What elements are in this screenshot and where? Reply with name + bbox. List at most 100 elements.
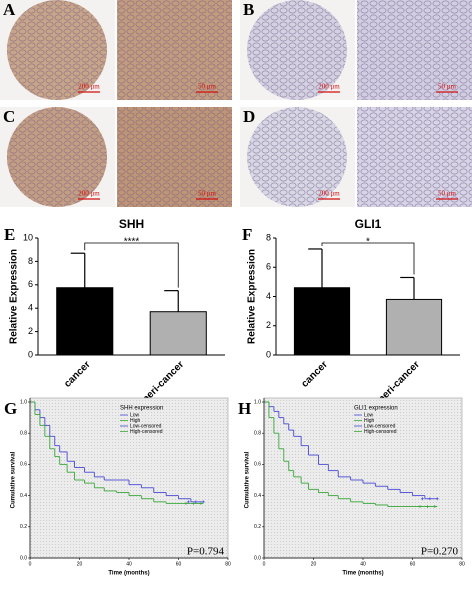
panel-label: C [3,107,15,126]
x-tick-label: 60 [410,561,416,567]
y-tick-label: 0.0 [20,555,27,561]
legend-label: High-censored [130,429,163,435]
tma-texture [7,107,107,207]
legend-title: GLI1 expression [354,406,398,412]
y-tick-label: 8 [28,256,33,266]
censor-mark [184,501,188,505]
significance-bracket [84,242,179,288]
chart-title: SHH [119,217,144,231]
y-tick-label: 0 [28,349,33,359]
tma-texture [7,0,107,100]
y-tick-label: 8 [266,232,271,242]
y-tick-label: 0.4 [20,493,27,499]
y-axis-label: Cumulative survival [11,451,17,508]
p-value: P=0.794 [187,546,225,558]
x-tick-label: cancer [299,359,330,390]
scale-bar-label: 200 μm [78,190,100,198]
chart-title: GLI1 [355,217,382,231]
censor-mark [428,497,432,501]
censor-mark [194,500,198,504]
x-tick-label: 80 [225,561,231,567]
y-axis-label: Cumulative survival [245,451,251,508]
panel-label: B [243,0,254,19]
y-tick-label: 10 [23,232,33,242]
zoom-texture [117,0,232,100]
censor-mark [199,501,203,505]
y-tick-label: 6 [266,262,271,272]
legend-label: Low [364,412,374,418]
significance-label: **** [124,237,140,248]
bar [385,298,443,356]
scale-bar-label: 50 μm [198,83,217,91]
censor-mark [186,500,190,504]
y-tick-label: 2 [28,326,33,336]
zoom-texture [357,107,472,207]
censor-mark [191,501,195,505]
y-tick-label: 0.6 [20,462,27,468]
censor-mark [201,500,205,504]
scale-bar-label: 50 μm [198,190,217,198]
x-tick-label: 40 [126,561,132,567]
panel-label: F [242,225,252,244]
scale-bar-label: 50 μm [438,190,457,198]
legend-label: High-censored [364,429,397,435]
significance-label: * [366,237,370,248]
panel-label: E [4,225,15,244]
y-tick-label: 2 [266,320,271,330]
x-tick-label: 20 [77,561,83,567]
y-axis-label: Relative Expression [247,249,258,344]
y-tick-label: 6 [28,279,33,289]
x-tick-label: 40 [360,561,366,567]
legend-label: Low-censored [130,423,162,429]
x-tick-label: 0 [263,561,266,567]
censor-mark [420,497,424,501]
scale-bar-label: 200 μm [318,83,340,91]
censor-mark [418,505,422,509]
x-axis-label: Time (months) [342,571,383,577]
legend-label: High [130,418,141,424]
plot-background [29,397,229,559]
y-tick-label: 1.0 [20,399,27,405]
bar [293,287,351,356]
zoom-texture [117,107,232,207]
y-tick-label: 4 [266,291,271,301]
x-tick-label: 60 [176,561,182,567]
plot-background [263,397,463,559]
y-axis-label: Relative Expression [9,249,20,344]
panel-label: H [238,399,251,418]
censor-mark [435,497,439,501]
panel-label: G [4,399,17,418]
bar [56,287,114,356]
tma-texture [247,0,347,100]
legend-title: SHH expression [120,406,163,412]
x-tick-label: 0 [29,561,32,567]
panel-label: D [243,107,255,126]
x-tick-label: cancer [62,359,93,390]
scale-bar-label: 50 μm [438,83,457,91]
y-tick-label: 0.0 [254,555,261,561]
legend-label: Low [130,412,140,418]
scale-bar-label: 200 μm [78,83,100,91]
x-axis-label: Time (months) [108,571,149,577]
y-tick-label: 4 [28,303,33,313]
bar [149,311,207,356]
censor-mark [425,505,429,509]
y-tick-label: 0.8 [20,431,27,437]
y-tick-label: 0.2 [20,524,27,530]
y-tick-label: 0.4 [254,493,261,499]
scale-bar-label: 200 μm [318,190,340,198]
y-tick-label: 0.2 [254,524,261,530]
zoom-texture [357,0,472,100]
p-value: P=0.270 [421,546,459,558]
y-tick-label: 0.6 [254,462,261,468]
legend-label: Low-censored [364,423,396,429]
tma-texture [247,107,347,207]
legend-label: High [364,418,375,424]
y-tick-label: 0.8 [254,431,261,437]
panel-label: A [3,0,16,19]
censor-mark [433,505,437,509]
x-tick-label: 80 [459,561,465,567]
y-tick-label: 0 [266,349,271,359]
y-tick-label: 1.0 [254,399,261,405]
